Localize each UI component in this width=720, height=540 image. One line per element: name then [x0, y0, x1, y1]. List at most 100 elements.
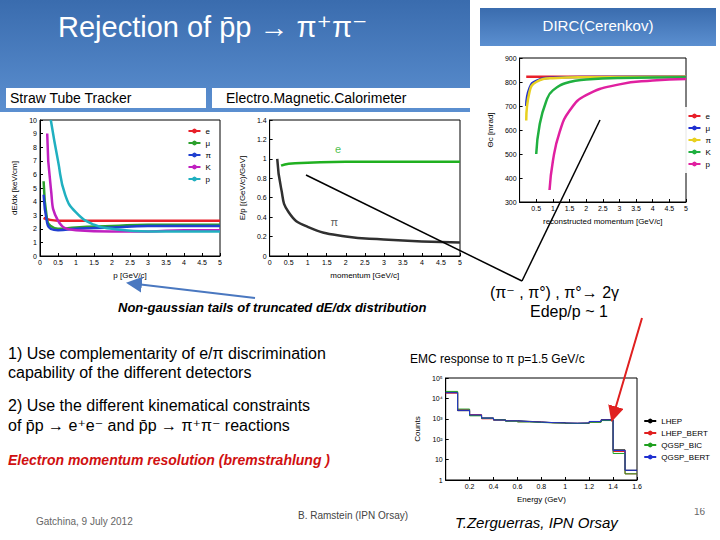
svg-text:0.6: 0.6	[513, 483, 523, 490]
svg-text:Θc [mrad]: Θc [mrad]	[486, 112, 495, 147]
svg-text:0: 0	[268, 259, 272, 266]
svg-text:p: p	[705, 160, 710, 169]
svg-text:μ: μ	[205, 139, 210, 148]
svg-text:2: 2	[33, 225, 37, 232]
svg-text:1: 1	[306, 259, 310, 266]
svg-text:3.5: 3.5	[398, 259, 408, 266]
svg-text:3: 3	[382, 259, 386, 266]
svg-text:E/p [(GeV/c)/GeV]: E/p [(GeV/c)/GeV]	[238, 156, 247, 220]
svg-text:10: 10	[435, 456, 443, 463]
svg-text:2.5: 2.5	[125, 259, 135, 266]
svg-text:0.8: 0.8	[536, 483, 546, 490]
svg-text:5: 5	[458, 259, 462, 266]
svg-text:0.5: 0.5	[284, 259, 294, 266]
svg-text:2.5: 2.5	[360, 259, 370, 266]
svg-text:2: 2	[584, 205, 588, 212]
svg-text:0.4: 0.4	[489, 483, 499, 490]
svg-text:1: 1	[563, 483, 567, 490]
svg-text:Energy (GeV): Energy (GeV)	[517, 495, 566, 504]
svg-text:4: 4	[651, 205, 655, 212]
svg-text:4.5: 4.5	[197, 259, 207, 266]
svg-text:0: 0	[38, 259, 42, 266]
svg-text:K: K	[205, 163, 211, 172]
svg-text:4: 4	[182, 259, 186, 266]
svg-text:5: 5	[33, 185, 37, 192]
svg-text:0.6: 0.6	[257, 194, 267, 201]
svg-text:1: 1	[551, 205, 555, 212]
svg-text:1: 1	[33, 239, 37, 246]
svg-text:π: π	[331, 216, 339, 228]
svg-text:4.5: 4.5	[436, 259, 446, 266]
svg-text:5: 5	[684, 205, 688, 212]
svg-text:1.4: 1.4	[608, 483, 618, 490]
svg-text:500: 500	[505, 151, 517, 158]
svg-text:600: 600	[505, 127, 517, 134]
svg-text:0: 0	[263, 253, 267, 260]
svg-text:e: e	[335, 143, 341, 155]
svg-text:0.5: 0.5	[53, 259, 63, 266]
svg-text:300: 300	[505, 199, 517, 206]
svg-text:4: 4	[33, 198, 37, 205]
svg-text:1.5: 1.5	[322, 259, 332, 266]
svg-text:K: K	[705, 148, 711, 157]
html-text:Edep/p ~ 1: Edep/p ~ 1	[530, 303, 608, 320]
html-text:(π⁻ , π°) , π°→ 2γ: (π⁻ , π°) , π°→ 2γ	[490, 284, 619, 301]
svg-text:9: 9	[33, 130, 37, 137]
svg-text:10: 10	[29, 117, 37, 124]
svg-text:900: 900	[505, 55, 517, 62]
svg-text:2.5: 2.5	[598, 205, 608, 212]
svg-text:0.2: 0.2	[257, 233, 267, 240]
svg-text:e: e	[205, 127, 210, 136]
svg-text:700: 700	[505, 103, 517, 110]
svg-text:400: 400	[505, 175, 517, 182]
svg-text:π: π	[705, 136, 711, 145]
svg-text:3: 3	[33, 212, 37, 219]
svg-text:3: 3	[146, 259, 150, 266]
svg-text:0.4: 0.4	[257, 214, 267, 221]
svg-text:7: 7	[33, 157, 37, 164]
svg-text:5: 5	[218, 259, 222, 266]
svg-text:3.5: 3.5	[631, 205, 641, 212]
svg-text:1.2: 1.2	[584, 483, 594, 490]
svg-text:10⁴: 10⁴	[432, 395, 443, 402]
svg-text:momentum [GeV/c]: momentum [GeV/c]	[330, 271, 399, 280]
html-text:Rejection of p̄p → π⁺π⁻: Rejection of p̄p → π⁺π⁻	[58, 11, 368, 43]
svg-text:6: 6	[33, 171, 37, 178]
svg-text:0.2: 0.2	[465, 483, 475, 490]
svg-text:3.5: 3.5	[161, 259, 171, 266]
svg-text:p [GeV/c]: p [GeV/c]	[113, 271, 146, 280]
svg-text:1.4: 1.4	[257, 117, 267, 124]
svg-text:4.5: 4.5	[664, 205, 674, 212]
svg-text:QGSP_BERT: QGSP_BERT	[661, 453, 710, 462]
html-text:DIRC(Cerenkov): DIRC(Cerenkov)	[542, 17, 654, 34]
svg-text:1.5: 1.5	[89, 259, 99, 266]
svg-text:10³: 10³	[433, 415, 444, 422]
svg-text:QGSP_BIC: QGSP_BIC	[661, 441, 702, 450]
svg-text:LHEP_BERT: LHEP_BERT	[661, 429, 708, 438]
svg-text:8: 8	[33, 144, 37, 151]
svg-text:dE/dx [keV/cm]: dE/dx [keV/cm]	[10, 161, 19, 215]
svg-text:0: 0	[33, 253, 37, 260]
svg-text:2: 2	[110, 259, 114, 266]
svg-text:10²: 10²	[433, 436, 444, 443]
svg-text:0.8: 0.8	[257, 175, 267, 182]
svg-text:p: p	[205, 175, 210, 184]
svg-text:4: 4	[420, 259, 424, 266]
svg-text:reconstructed momentum [GeV/c]: reconstructed momentum [GeV/c]	[543, 217, 663, 226]
svg-text:800: 800	[505, 79, 517, 86]
svg-text:1.5: 1.5	[565, 205, 575, 212]
svg-text:1: 1	[263, 155, 267, 162]
svg-text:Counts: Counts	[413, 416, 422, 441]
svg-text:3: 3	[617, 205, 621, 212]
svg-text:LHEP: LHEP	[661, 417, 682, 426]
svg-text:e: e	[705, 112, 710, 121]
svg-text:1: 1	[74, 259, 78, 266]
svg-text:1: 1	[439, 477, 443, 484]
svg-text:2: 2	[344, 259, 348, 266]
svg-text:μ: μ	[705, 124, 710, 133]
svg-text:1.6: 1.6	[632, 483, 642, 490]
svg-text:1.2: 1.2	[257, 136, 267, 143]
svg-text:10⁵: 10⁵	[432, 375, 443, 382]
svg-text:0.5: 0.5	[531, 205, 541, 212]
svg-text:π: π	[205, 151, 211, 160]
